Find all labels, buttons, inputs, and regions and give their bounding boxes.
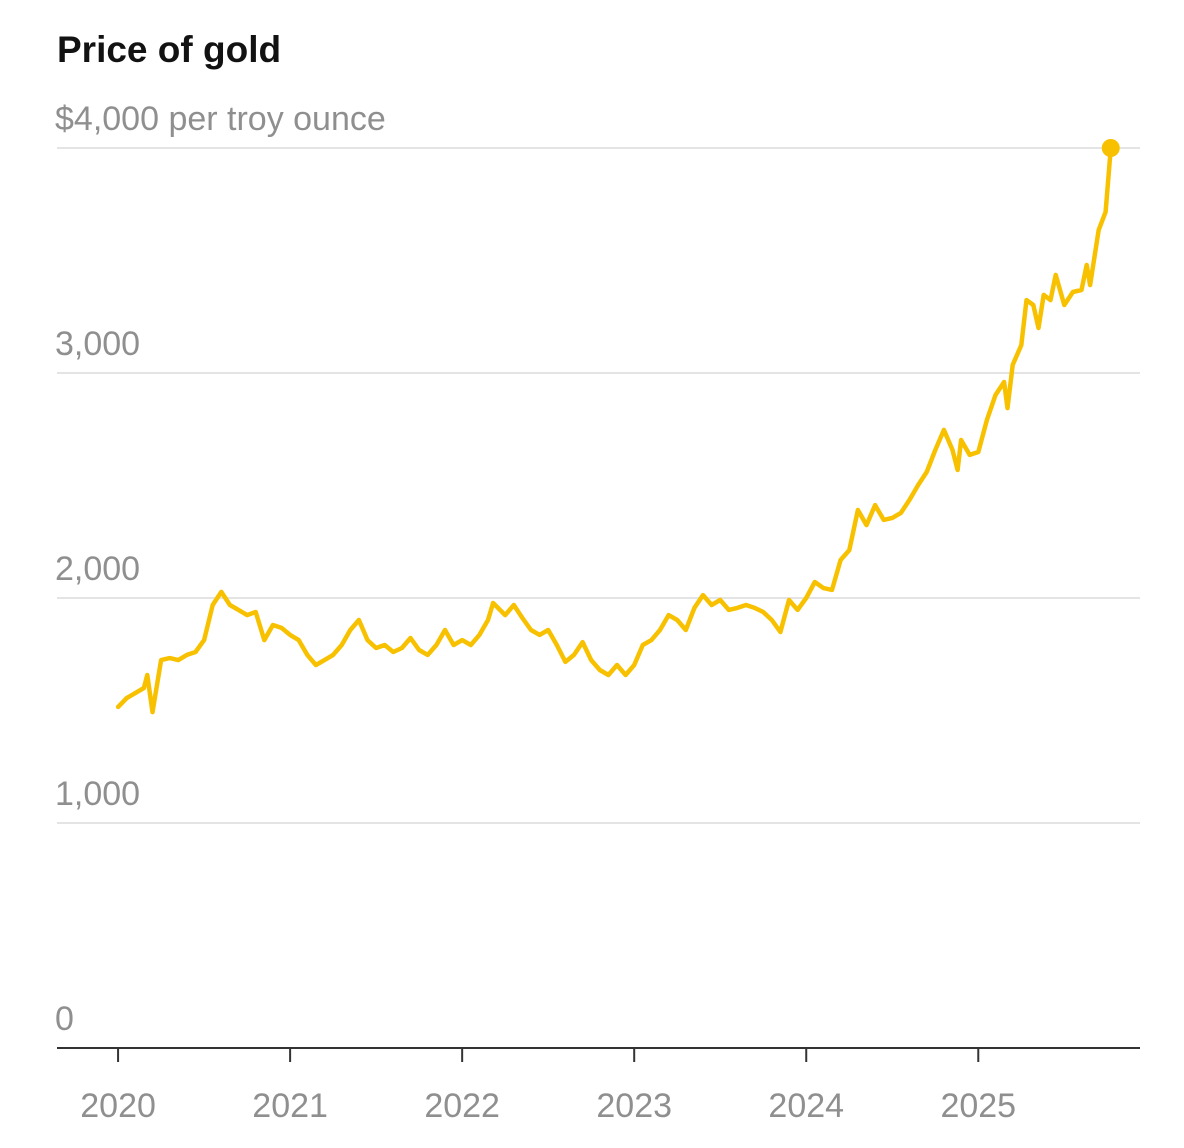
x-tick-label: 2021 <box>252 1087 328 1125</box>
end-dot <box>1101 139 1120 157</box>
y-tick-label: $4,000 per troy ounce <box>55 100 386 138</box>
y-tick-label: 1,000 <box>55 775 140 813</box>
price-line <box>115 145 1114 715</box>
y-tick-label: 3,000 <box>55 325 140 363</box>
x-tick-label: 2020 <box>80 1087 156 1125</box>
chart-title: Price of gold <box>57 29 281 70</box>
x-tick-label: 2025 <box>940 1087 1016 1125</box>
x-tick-label: 2024 <box>768 1087 844 1125</box>
x-tick-label: 2022 <box>424 1087 500 1125</box>
y-tick-label: 2,000 <box>55 550 140 588</box>
x-tick-label: 2023 <box>596 1087 672 1125</box>
y-tick-label: 0 <box>55 1000 74 1038</box>
